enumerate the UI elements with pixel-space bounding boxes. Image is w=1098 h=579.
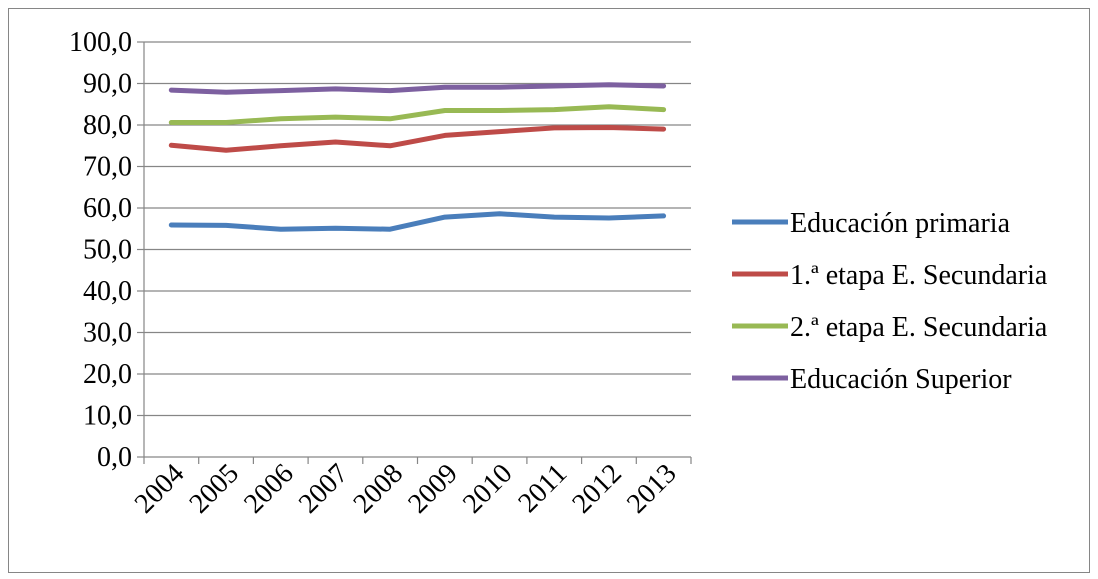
y-tick-label: 40,0 bbox=[83, 276, 132, 307]
x-tick-label: 2010 bbox=[457, 458, 519, 520]
y-tick-label: 80,0 bbox=[83, 110, 132, 141]
axes bbox=[137, 41, 692, 464]
x-tick-label: 2007 bbox=[293, 458, 355, 520]
y-tick-label: 100,0 bbox=[69, 27, 132, 58]
legend-label: 2.ª etapa E. Secundaria bbox=[790, 312, 1048, 343]
x-tick-label: 2004 bbox=[129, 458, 191, 520]
legend-label: 1.ª etapa E. Secundaria bbox=[790, 260, 1048, 291]
y-tick-label: 0,0 bbox=[97, 442, 132, 473]
y-tick-label: 20,0 bbox=[83, 359, 132, 390]
y-tick-labels: 0,0 10,0 20,0 30,0 40,0 50,0 60,0 70,0 80,0 90,0 1… bbox=[69, 27, 132, 473]
legend-label: Educación Superior bbox=[790, 364, 1012, 395]
x-tick-label: 2011 bbox=[512, 458, 573, 519]
y-tick-label: 60,0 bbox=[83, 193, 132, 224]
series-line-1 bbox=[168, 211, 667, 232]
x-tick-label: 2005 bbox=[183, 458, 245, 520]
x-tick-label: 2008 bbox=[348, 458, 410, 520]
x-tick-label: 2009 bbox=[402, 458, 464, 520]
x-tick-label: 2012 bbox=[566, 458, 628, 520]
x-tick-label: 2013 bbox=[621, 458, 683, 520]
gridlines bbox=[144, 41, 691, 417]
series-line-4 bbox=[168, 82, 667, 95]
y-tick-label: 10,0 bbox=[83, 401, 132, 432]
legend: Educación primaria 1.ª etapa E. Secundari… bbox=[732, 208, 1048, 395]
y-tick-label: 70,0 bbox=[83, 152, 132, 183]
x-tick-label: 2006 bbox=[238, 458, 300, 520]
series-line-2 bbox=[168, 125, 667, 153]
y-tick-label: 30,0 bbox=[83, 318, 132, 349]
legend-label: Educación primaria bbox=[790, 208, 1011, 239]
y-tick-label: 90,0 bbox=[83, 69, 132, 100]
y-tick-label: 50,0 bbox=[83, 235, 132, 266]
series-line-3 bbox=[168, 104, 667, 125]
series-lines bbox=[168, 82, 667, 232]
